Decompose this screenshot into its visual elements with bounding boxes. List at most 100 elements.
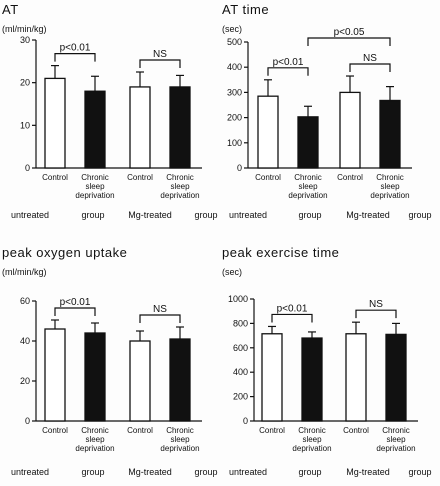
bar [169, 86, 191, 169]
group-label-group: group [408, 467, 432, 477]
group-label-group: group [298, 467, 322, 477]
chart-plot: 0 20 40 60 Control Chronic sleep deprivation Con… [20, 296, 202, 453]
y-tick-label: 400 [227, 62, 242, 72]
significance-label: p<0.05 [334, 27, 365, 38]
y-tick-label: 40 [20, 336, 30, 346]
y-tick-label: 600 [233, 343, 248, 353]
bar [129, 340, 151, 422]
significance-label: NS [153, 49, 167, 60]
y-tick-label: 0 [237, 163, 242, 173]
bar [84, 332, 106, 422]
significance-bracket [54, 53, 96, 62]
bar [345, 333, 367, 422]
chart-title: AT time [222, 2, 270, 17]
group-label-group: group [408, 210, 432, 220]
y-tick-label: 800 [233, 318, 248, 328]
group-label-group: group [81, 467, 105, 477]
bar [385, 333, 407, 422]
y-tick-label: 0 [25, 163, 30, 173]
y-tick-label: 0 [243, 416, 248, 426]
y-axis-label: (ml/min/kg) [2, 24, 47, 34]
bar [257, 95, 279, 169]
y-axis-label: (ml/min/kg) [2, 267, 47, 277]
chart-at: AT (ml/min/kg) 0 10 20 30 Control Chronic slee… [0, 0, 220, 243]
category-label: Chronic sleep deprivation [75, 173, 114, 200]
category-label: Control [127, 426, 153, 435]
bar [379, 99, 401, 169]
group-label-mg-treated: Mg-treated [346, 467, 390, 477]
category-label: Chronic sleep deprivation [160, 426, 199, 453]
significance-label: p<0.01 [273, 57, 304, 68]
y-tick-label: 400 [233, 367, 248, 377]
chart-peak-exercise-time: peak exercise time (sec) 0 200 400 600 800 10… [220, 243, 440, 486]
y-tick-label: 100 [227, 138, 242, 148]
y-axis-label: (sec) [222, 24, 242, 34]
category-label: Control [259, 426, 285, 435]
significance-bracket [139, 59, 181, 68]
significance-bracket [139, 314, 181, 323]
group-label-untreated: untreated [228, 210, 268, 220]
y-tick-label: 500 [227, 37, 242, 47]
chart-at-time: AT time (sec) 0 100 200 300 400 500 Control Chr… [220, 0, 440, 243]
chart-title: peak oxygen uptake [2, 245, 128, 260]
y-tick-label: 200 [227, 113, 242, 123]
bar [84, 90, 106, 169]
category-label: Chronic sleep deprivation [160, 173, 199, 200]
significance-label: p<0.01 [60, 297, 91, 308]
significance-bracket [54, 307, 96, 316]
significance-label: NS [363, 53, 377, 64]
category-label: Control [343, 426, 369, 435]
y-tick-label: 20 [20, 376, 30, 386]
y-tick-label: 300 [227, 87, 242, 97]
category-label: Chronic sleep deprivation [288, 173, 327, 200]
category-label: Control [255, 173, 281, 182]
group-label-group: group [194, 467, 218, 477]
significance-label: NS [153, 304, 167, 315]
chart-plot: 0 100 200 300 400 500 Control Chronic sleep depri… [227, 27, 412, 200]
significance-label: NS [369, 299, 383, 310]
group-label-group: group [81, 210, 105, 220]
category-label: Chronic sleep deprivation [75, 426, 114, 453]
group-label-mg-treated: Mg-treated [346, 210, 390, 220]
significance-bracket [349, 63, 391, 73]
chart-title: AT [2, 2, 19, 17]
chart-plot: 0 200 400 600 800 1000 Control Chronic sleep depr… [228, 294, 418, 453]
significance-label: p<0.01 [60, 43, 91, 54]
y-tick-label: 10 [20, 120, 30, 130]
group-label-mg-treated: Mg-treated [128, 210, 172, 220]
group-label-untreated: untreated [228, 467, 268, 477]
y-tick-label: 60 [20, 296, 30, 306]
significance-bracket [267, 67, 309, 76]
chart-plot: 0 10 20 30 Control Chronic sleep deprivation Con… [20, 35, 202, 200]
bar [44, 328, 66, 422]
bar [129, 86, 151, 169]
bar [339, 91, 361, 169]
bar [261, 333, 283, 422]
significance-bracket [355, 309, 397, 319]
y-tick-label: 1000 [228, 294, 248, 304]
group-label-group: group [298, 210, 322, 220]
chart-title: peak exercise time [222, 245, 340, 260]
y-tick-label: 20 [20, 78, 30, 88]
bar [44, 77, 66, 169]
category-label: Control [127, 173, 153, 182]
category-label: Chronic sleep deprivation [370, 173, 409, 200]
category-label: Control [42, 426, 68, 435]
category-label: Chronic sleep deprivation [292, 426, 331, 453]
group-label-mg-treated: Mg-treated [128, 467, 172, 477]
group-label-group: group [194, 210, 218, 220]
group-label-untreated: untreated [10, 467, 50, 477]
y-tick-label: 0 [25, 416, 30, 426]
chart-peak-oxygen-uptake: peak oxygen uptake (ml/min/kg) 0 20 40 60 Co… [0, 243, 220, 486]
y-tick-label: 200 [233, 392, 248, 402]
bar [297, 116, 319, 169]
bar [301, 337, 323, 422]
y-axis-label: (sec) [222, 267, 242, 277]
category-label: Chronic sleep deprivation [376, 426, 415, 453]
category-label: Control [42, 173, 68, 182]
y-tick-label: 30 [20, 35, 30, 45]
significance-bracket [271, 313, 313, 323]
significance-bracket [307, 37, 391, 46]
bar [169, 338, 191, 422]
significance-label: p<0.01 [277, 303, 308, 314]
